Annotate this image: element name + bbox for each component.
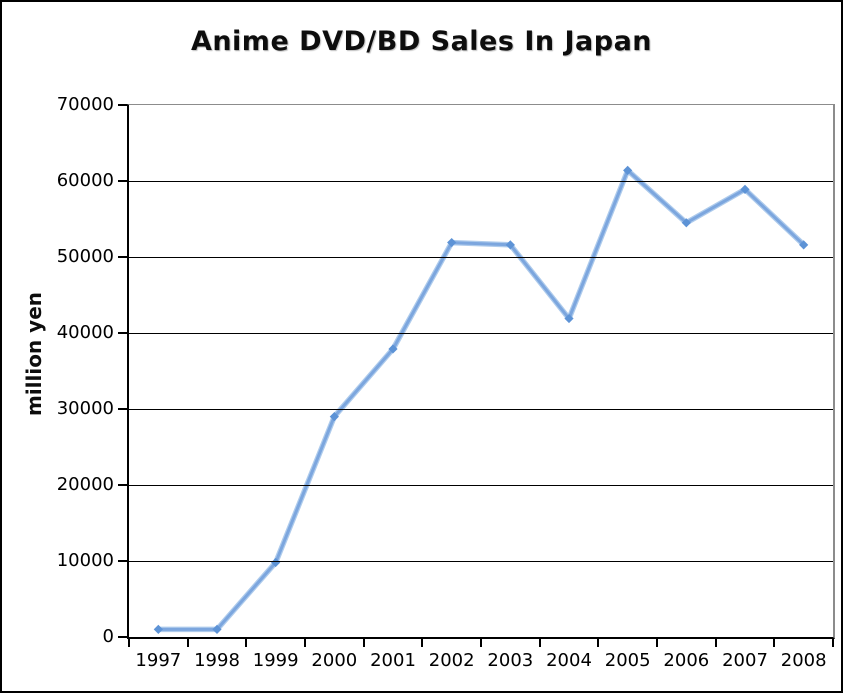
gridline — [129, 332, 833, 334]
data-point-marker-2003 — [505, 240, 515, 250]
x-tick-label: 2005 — [604, 650, 651, 671]
data-point-marker-2008 — [799, 240, 809, 250]
x-tick-label: 2003 — [487, 650, 534, 671]
x-tick-mark — [656, 639, 658, 647]
series-line — [156, 168, 806, 631]
y-tick-mark — [118, 408, 127, 410]
x-tick-mark — [304, 639, 306, 647]
x-tick-mark — [773, 639, 776, 647]
x-tick-label: 2001 — [370, 650, 416, 671]
y-tick-label: 50000 — [56, 246, 114, 267]
x-tick-label: 2002 — [428, 650, 475, 671]
gridline — [129, 484, 833, 486]
x-tick-mark — [597, 639, 600, 647]
data-point-marker-1997 — [153, 624, 163, 634]
y-tick-mark — [118, 256, 127, 258]
y-tick-mark — [118, 180, 127, 182]
y-tick-mark — [118, 484, 127, 486]
y-tick-label: 40000 — [56, 322, 114, 343]
x-tick-label: 2007 — [722, 650, 768, 671]
data-point-marker-2002 — [447, 237, 457, 248]
y-tick-mark — [118, 560, 127, 562]
x-tick-mark — [832, 639, 834, 647]
y-tick-mark — [118, 636, 127, 638]
data-point-marker-2006 — [681, 218, 691, 228]
y-tick-label: 70000 — [56, 94, 114, 115]
x-tick-label: 2008 — [780, 650, 827, 671]
x-tick-label: 1999 — [252, 650, 299, 671]
x-tick-label: 1997 — [135, 650, 182, 671]
x-tick-mark — [245, 639, 248, 647]
x-tick-mark — [421, 639, 424, 647]
x-tick-mark — [128, 639, 130, 647]
gridline — [129, 560, 833, 562]
gridline — [129, 256, 833, 258]
gridline — [129, 180, 833, 182]
x-tick-label: 2000 — [311, 650, 358, 671]
y-tick-label: 20000 — [56, 474, 114, 495]
x-tick-label: 2004 — [546, 650, 592, 671]
line-series-canvas — [153, 165, 809, 634]
x-tick-mark — [480, 639, 482, 647]
chart-title: Anime DVD/BD Sales In Japan — [190, 26, 653, 57]
y-tick-label: 10000 — [56, 550, 114, 571]
data-point-marker-2004 — [564, 313, 574, 324]
plot-area — [127, 104, 835, 639]
gridline — [129, 408, 833, 410]
y-tick-label: 0 — [102, 626, 114, 647]
data-point-marker-2000 — [329, 412, 339, 422]
x-tick-mark — [362, 639, 365, 647]
data-point-marker-2005 — [623, 165, 633, 175]
data-point-marker-1998 — [212, 624, 222, 634]
y-tick-mark — [118, 332, 127, 334]
x-tick-mark — [186, 639, 189, 647]
x-tick-label: 2006 — [663, 650, 710, 671]
data-point-marker-1999 — [271, 557, 281, 568]
x-tick-mark — [538, 639, 541, 647]
x-tick-label: 1998 — [194, 650, 240, 671]
y-tick-label: 30000 — [56, 398, 114, 419]
y-tick-label: 60000 — [56, 170, 114, 191]
x-tick-mark — [714, 639, 717, 647]
y-tick-mark — [118, 104, 127, 106]
